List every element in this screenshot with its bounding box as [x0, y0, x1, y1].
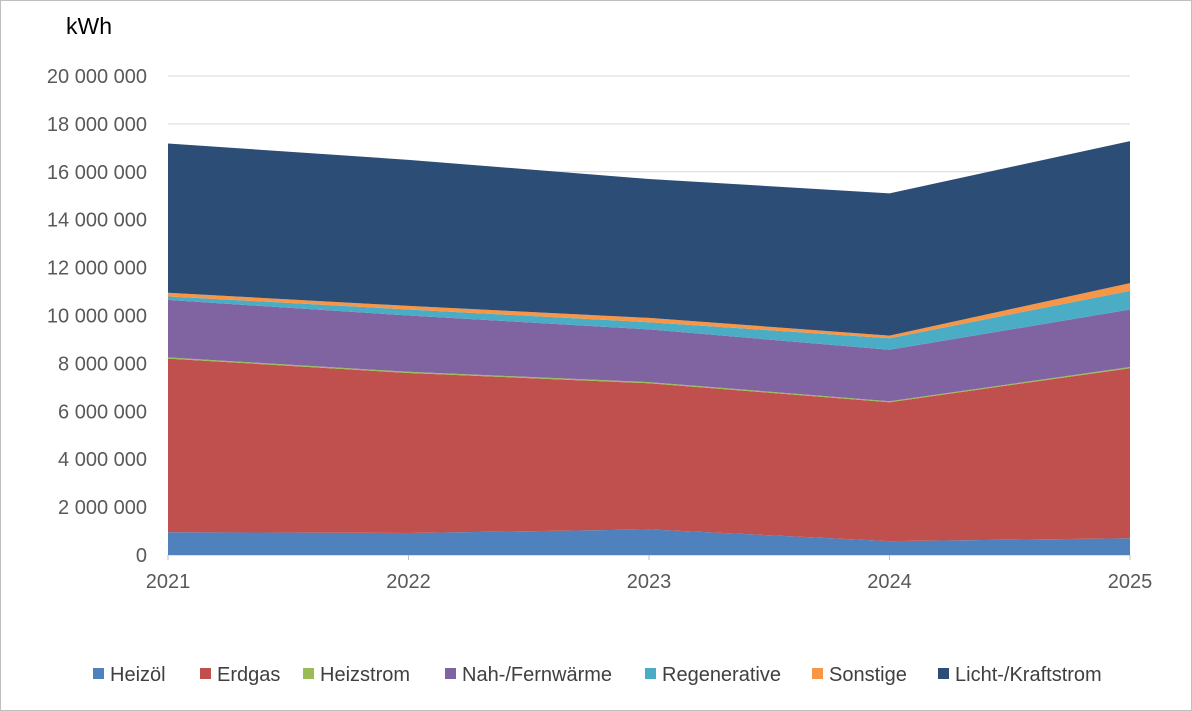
x-tick-label: 2022: [386, 571, 431, 593]
legend-label: Nah-/Fernwärme: [462, 664, 612, 686]
legend-label: Regenerative: [662, 664, 781, 686]
legend-swatch: [200, 668, 211, 679]
y-tick-labels: 0 2 000 000 4 000 000 6 000 000 8 000 000 10 …: [47, 66, 147, 567]
legend-item: Licht-/Kraftstrom: [938, 664, 1102, 686]
legend-swatch: [812, 668, 823, 679]
legend-label: Erdgas: [217, 664, 280, 686]
y-tick-label: 18 000 000: [47, 114, 147, 136]
y-tick-label: 6 000 000: [58, 401, 147, 423]
legend: Heizöl Erdgas Heizstrom Nah-/Fernwärme Regen…: [93, 664, 1102, 686]
area-erdgas: [168, 358, 1130, 542]
x-tick-label: 2021: [146, 571, 191, 593]
legend-item: Erdgas: [200, 664, 280, 686]
x-tick-labels: 2021 2022 2023 2024 2025: [146, 555, 1153, 593]
y-tick-label: 8 000 000: [58, 353, 147, 375]
legend-label: Sonstige: [829, 664, 907, 686]
x-tick-label: 2023: [627, 571, 672, 593]
legend-swatch: [303, 668, 314, 679]
legend-item: Heizöl: [93, 664, 166, 686]
y-tick-label: 2 000 000: [58, 497, 147, 519]
legend-label: Heizstrom: [320, 664, 410, 686]
series-areas: [168, 141, 1130, 555]
y-tick-label: 16 000 000: [47, 162, 147, 184]
y-tick-label: 14 000 000: [47, 210, 147, 232]
area-heiz-l: [168, 529, 1130, 555]
legend-swatch: [93, 668, 104, 679]
legend-swatch: [645, 668, 656, 679]
legend-item: Regenerative: [645, 664, 781, 686]
legend-swatch: [445, 668, 456, 679]
area-licht-kraftstrom: [168, 141, 1130, 336]
legend-item: Heizstrom: [303, 664, 410, 686]
legend-label: Licht-/Kraftstrom: [955, 664, 1102, 686]
y-tick-label: 12 000 000: [47, 258, 147, 280]
y-tick-label: 20 000 000: [47, 66, 147, 88]
y-axis-unit-label: kWh: [66, 13, 112, 39]
x-tick-label: 2025: [1108, 571, 1153, 593]
x-tick-label: 2024: [867, 571, 912, 593]
area-nah-fernw-rme: [168, 299, 1130, 402]
legend-item: Nah-/Fernwärme: [445, 664, 612, 686]
y-tick-label: 10 000 000: [47, 306, 147, 328]
legend-label: Heizöl: [110, 664, 166, 686]
legend-item: Sonstige: [812, 664, 907, 686]
y-tick-label: 0: [136, 545, 147, 567]
y-tick-label: 4 000 000: [58, 449, 147, 471]
legend-swatch: [938, 668, 949, 679]
